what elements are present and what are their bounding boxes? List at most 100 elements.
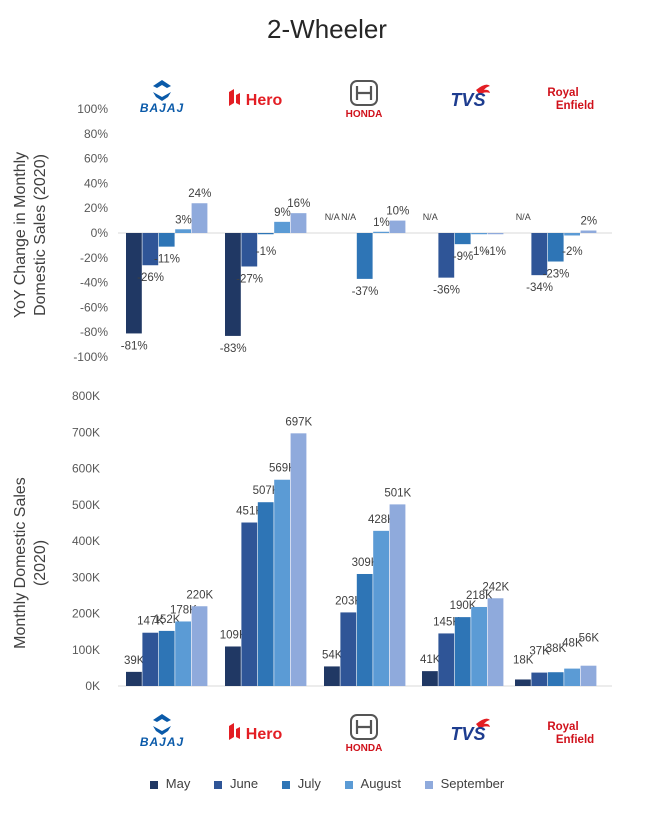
bottom-hero-logo-icon	[229, 723, 240, 740]
top-bar	[531, 233, 548, 276]
top-bar	[356, 233, 373, 279]
top-bar-data-label: 3%	[175, 214, 192, 226]
bottom-bar-data-label: 451K	[236, 506, 263, 518]
top-bar	[454, 233, 471, 245]
bottom-y-tick-label: 400K	[72, 534, 100, 548]
top-bar	[471, 233, 487, 235]
top-bar-data-label: N/A	[325, 212, 340, 222]
legend-label-august: August	[360, 776, 402, 791]
top-bar	[274, 221, 290, 233]
legend-label-september: September	[440, 776, 505, 791]
bottom-bar-data-label: 242K	[482, 581, 509, 593]
top-bar	[389, 220, 406, 233]
bottom-bar-data-label: 109K	[220, 629, 247, 641]
bottom-bar	[531, 672, 548, 686]
bottom-bar	[454, 617, 471, 686]
top-y-tick-label: -80%	[80, 325, 108, 339]
bottom-bar-data-label: 190K	[450, 600, 477, 612]
bottom-brand-name-tvs: TVS	[450, 724, 485, 744]
bottom-y-tick-label: 300K	[72, 570, 100, 584]
top-y-tick-label: 0%	[91, 226, 109, 240]
top-bar-data-label: -37%	[352, 286, 379, 298]
top-brand-name-enfield: Enfield	[556, 100, 594, 112]
bottom-tvs-logo-icon	[476, 718, 490, 729]
top-bar-data-label: -83%	[220, 343, 247, 355]
bottom-bar	[175, 621, 191, 686]
top-y-tick-label: -60%	[80, 300, 108, 314]
top-brand-name-honda: HONDA	[346, 109, 383, 120]
legend-item-august: August	[344, 776, 402, 791]
top-bar	[290, 213, 307, 233]
top-bar-data-label: -36%	[433, 285, 460, 297]
top-tvs-logo-icon	[476, 84, 490, 95]
bottom-bar-data-label: 38K	[546, 643, 567, 655]
bottom-bar	[422, 671, 438, 686]
top-bar-data-label: N/A	[516, 212, 531, 222]
bottom-bar	[389, 504, 406, 686]
top-bar	[580, 230, 597, 233]
bottom-bajaj-logo-icon	[153, 714, 171, 735]
bottom-bar	[324, 666, 340, 686]
bottom-bar	[274, 479, 290, 686]
bottom-brand-name-hero: Hero	[246, 726, 283, 743]
bottom-bar	[438, 633, 455, 686]
top-bar	[438, 233, 455, 278]
bottom-bar-data-label: 37K	[529, 646, 550, 658]
bottom-bar-data-label: 54K	[322, 649, 343, 661]
top-bar	[126, 233, 142, 334]
legend-item-september: September	[424, 776, 505, 791]
top-bajaj-logo-icon	[153, 80, 171, 101]
bottom-bar-data-label: 147K	[137, 616, 164, 628]
top-bar	[175, 229, 191, 233]
top-brand-name-hero: Hero	[246, 92, 283, 109]
top-bar-data-label: -27%	[236, 273, 263, 285]
legend-swatch-august	[344, 780, 353, 789]
bottom-bar-data-label: 428K	[368, 514, 395, 526]
bottom-brand-name-royal: Royal	[547, 721, 578, 733]
bottom-bar	[580, 665, 597, 686]
legend-label-june: June	[229, 776, 259, 791]
top-bar-data-label: -11%	[154, 254, 180, 266]
top-y-tick-label: -40%	[80, 276, 108, 290]
bottom-bar	[290, 433, 307, 686]
top-y-tick-label: 100%	[77, 102, 108, 116]
bottom-y-tick-label: 600K	[72, 462, 100, 476]
bottom-bar-data-label: 18K	[513, 654, 534, 666]
bottom-bar	[515, 679, 531, 686]
bottom-bar-data-label: 501K	[384, 487, 411, 499]
top-bar-data-label: -1%	[469, 246, 489, 258]
top-y-tick-label: -20%	[80, 251, 108, 265]
top-bar-data-label: 9%	[274, 207, 291, 219]
top-bar-data-label: -1%	[486, 246, 506, 258]
bottom-bar	[126, 671, 142, 686]
top-honda-logo-icon	[350, 80, 378, 106]
legend-label-july: July	[297, 776, 321, 791]
top-honda-wing-icon	[355, 86, 373, 100]
bottom-brand-name-enfield: Enfield	[556, 734, 594, 746]
top-bar-data-label: -81%	[121, 340, 148, 352]
legend-swatch-july	[281, 780, 290, 789]
top-bar-data-label: -34%	[526, 282, 553, 294]
legend-item-june: June	[213, 776, 259, 791]
bottom-bar	[257, 502, 274, 686]
top-bar	[547, 233, 564, 262]
top-bar	[241, 233, 258, 267]
bottom-honda-logo-icon	[350, 714, 378, 740]
top-bar	[373, 231, 389, 233]
top-y-tick-label: 80%	[84, 127, 108, 141]
top-bar	[564, 233, 580, 236]
legend-label-may: May	[165, 776, 191, 791]
bottom-bar-data-label: 220K	[186, 589, 213, 601]
bottom-bar-data-label: 697K	[285, 416, 312, 428]
bottom-bar-data-label: 569K	[269, 463, 296, 475]
bottom-bar-data-label: 218K	[466, 590, 493, 602]
bottom-bar-data-label: 203K	[335, 595, 362, 607]
bottom-bar-data-label: 178K	[170, 604, 197, 616]
top-bar	[257, 233, 274, 235]
top-bar-data-label: 10%	[386, 206, 409, 218]
top-bar-data-label: -2%	[562, 246, 582, 258]
legend-swatch-june	[213, 780, 222, 789]
top-y-tick-label: 40%	[84, 176, 108, 190]
